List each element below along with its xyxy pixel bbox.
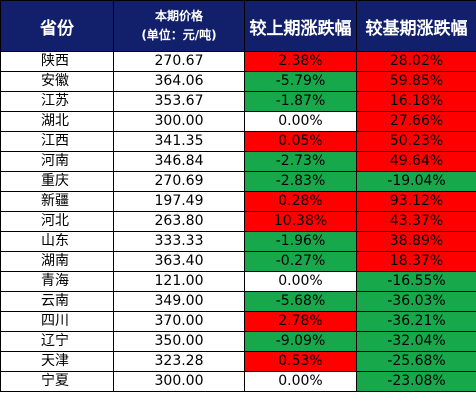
cell-price: 349.00 (113, 291, 245, 312)
cell-mom-change: -2.73% (244, 151, 357, 172)
cell-price: 263.80 (113, 211, 245, 232)
cell-mom-change: -9.09% (244, 331, 357, 352)
cell-mom-change: -1.96% (244, 231, 357, 252)
table-row: 山东 333.33 -1.96% 38.89% (0, 231, 476, 252)
cell-mom-change: 2.38% (244, 51, 357, 72)
cell-province: 湖南 (0, 251, 114, 272)
header-row: 省份 本期价格 (单位：元/吨) 较上期涨跌幅 较基期涨跌幅 (0, 0, 476, 52)
cell-yoy-change: -36.21% (356, 311, 476, 332)
table-row: 河北 263.80 10.38% 43.37% (0, 211, 476, 232)
header-price-line2: (单位：元/吨) (141, 28, 217, 42)
cell-province: 湖北 (0, 111, 114, 132)
cell-province: 江西 (0, 131, 114, 152)
cell-yoy-change: -32.04% (356, 331, 476, 352)
cell-price: 350.00 (113, 331, 245, 352)
cell-mom-change: 0.00% (244, 371, 357, 392)
cell-price: 364.06 (113, 71, 245, 92)
table-row: 四川 370.00 2.78% -36.21% (0, 311, 476, 332)
cell-yoy-change: 38.89% (356, 231, 476, 252)
table-row: 河南 346.84 -2.73% 49.64% (0, 151, 476, 172)
cell-province: 新疆 (0, 191, 114, 212)
cell-yoy-change: -19.04% (356, 171, 476, 192)
cell-province: 安徽 (0, 71, 114, 92)
cell-price: 346.84 (113, 151, 245, 172)
cell-yoy-change: 27.66% (356, 111, 476, 132)
cell-mom-change: -0.27% (244, 251, 357, 272)
table-row: 新疆 197.49 0.28% 93.12% (0, 191, 476, 212)
cell-mom-change: 0.05% (244, 131, 357, 152)
cell-price: 270.69 (113, 171, 245, 192)
cell-yoy-change: -16.55% (356, 271, 476, 292)
table-row: 江苏 353.67 -1.87% 16.18% (0, 91, 476, 112)
table-row: 江西 341.35 0.05% 50.23% (0, 131, 476, 152)
header-price: 本期价格 (单位：元/吨) (113, 0, 245, 52)
cell-mom-change: 0.53% (244, 351, 357, 372)
cell-price: 197.49 (113, 191, 245, 212)
table-row: 陕西 270.67 2.38% 28.02% (0, 51, 476, 72)
cell-province: 宁夏 (0, 371, 114, 392)
cell-price: 370.00 (113, 311, 245, 332)
cell-mom-change: 0.28% (244, 191, 357, 212)
table-body: 陕西 270.67 2.38% 28.02% 安徽 364.06 -5.79% 59.85% 江… (0, 51, 476, 392)
cell-mom-change: 0.00% (244, 271, 357, 292)
cell-yoy-change: 49.64% (356, 151, 476, 172)
price-change-table: 省份 本期价格 (单位：元/吨) 较上期涨跌幅 较基期涨跌幅 陕西 270.67 2… (0, 0, 476, 392)
cell-mom-change: -5.79% (244, 71, 357, 92)
cell-mom-change: -5.68% (244, 291, 357, 312)
cell-mom-change: -1.87% (244, 91, 357, 112)
cell-province: 云南 (0, 291, 114, 312)
table-row: 重庆 270.69 -2.83% -19.04% (0, 171, 476, 192)
cell-province: 青海 (0, 271, 114, 292)
cell-province: 江苏 (0, 91, 114, 112)
cell-price: 333.33 (113, 231, 245, 252)
cell-price: 270.67 (113, 51, 245, 72)
cell-yoy-change: 16.18% (356, 91, 476, 112)
cell-price: 323.28 (113, 351, 245, 372)
cell-mom-change: 10.38% (244, 211, 357, 232)
cell-yoy-change: 50.23% (356, 131, 476, 152)
cell-province: 山东 (0, 231, 114, 252)
cell-yoy-change: 28.02% (356, 51, 476, 72)
cell-yoy-change: 93.12% (356, 191, 476, 212)
cell-yoy-change: 59.85% (356, 71, 476, 92)
cell-mom-change: 0.00% (244, 111, 357, 132)
table-row: 云南 349.00 -5.68% -36.03% (0, 291, 476, 312)
cell-price: 363.40 (113, 251, 245, 272)
table-row: 湖南 363.40 -0.27% 18.37% (0, 251, 476, 272)
cell-price: 121.00 (113, 271, 245, 292)
cell-price: 300.00 (113, 111, 245, 132)
cell-yoy-change: -23.08% (356, 371, 476, 392)
cell-yoy-change: -36.03% (356, 291, 476, 312)
cell-price: 353.67 (113, 91, 245, 112)
cell-price: 341.35 (113, 131, 245, 152)
cell-province: 四川 (0, 311, 114, 332)
cell-yoy-change: 43.37% (356, 211, 476, 232)
cell-province: 河北 (0, 211, 114, 232)
cell-province: 陕西 (0, 51, 114, 72)
table-row: 辽宁 350.00 -9.09% -32.04% (0, 331, 476, 352)
cell-price: 300.00 (113, 371, 245, 392)
header-yoy: 较基期涨跌幅 (356, 0, 476, 52)
table-row: 天津 323.28 0.53% -25.68% (0, 351, 476, 372)
table-row: 安徽 364.06 -5.79% 59.85% (0, 71, 476, 92)
table-row: 湖北 300.00 0.00% 27.66% (0, 111, 476, 132)
table-row: 青海 121.00 0.00% -16.55% (0, 271, 476, 292)
table-row: 宁夏 300.00 0.00% -23.08% (0, 371, 476, 392)
cell-province: 河南 (0, 151, 114, 172)
cell-province: 天津 (0, 351, 114, 372)
cell-province: 重庆 (0, 171, 114, 192)
cell-mom-change: 2.78% (244, 311, 357, 332)
cell-province: 辽宁 (0, 331, 114, 352)
cell-yoy-change: -25.68% (356, 351, 476, 372)
header-price-line1: 本期价格 (154, 9, 203, 23)
cell-yoy-change: 18.37% (356, 251, 476, 272)
cell-mom-change: -2.83% (244, 171, 357, 192)
header-mom: 较上期涨跌幅 (244, 0, 357, 52)
header-province: 省份 (0, 0, 114, 52)
